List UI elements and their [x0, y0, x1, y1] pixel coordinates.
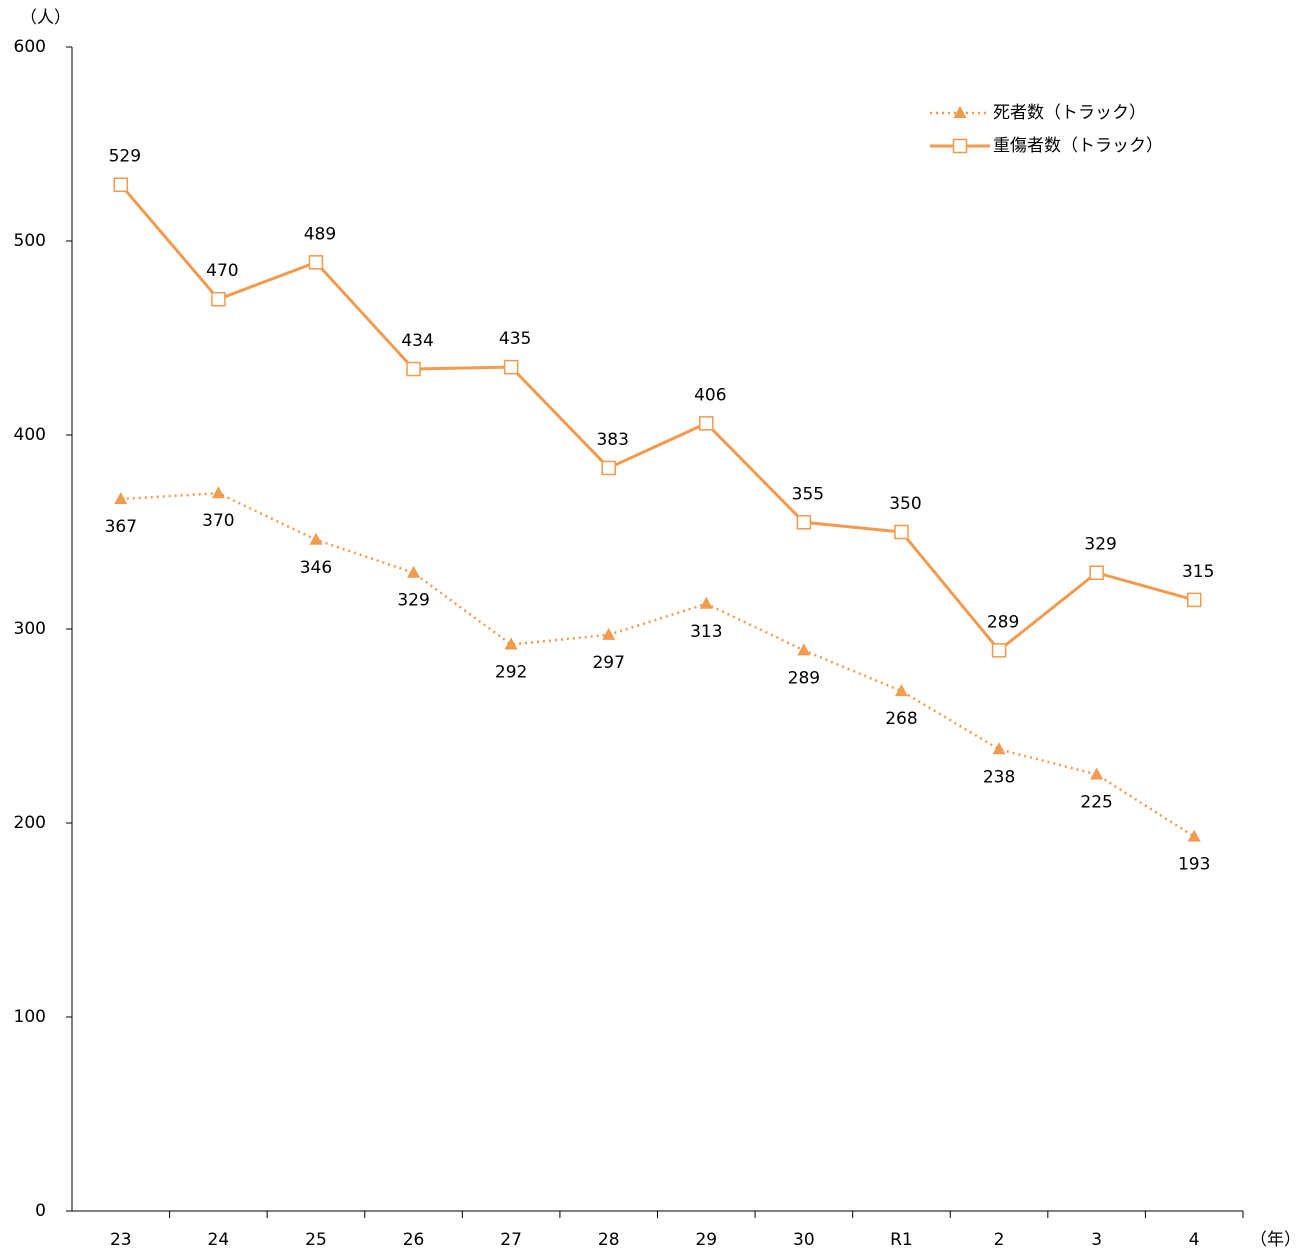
data-label: 529	[109, 147, 141, 167]
y-tick-label: 400	[14, 425, 46, 445]
data-point	[894, 524, 909, 540]
data-label: 470	[206, 261, 238, 281]
data-label: 289	[788, 668, 820, 688]
x-tick-label: 24	[208, 1230, 230, 1250]
data-label: 268	[885, 709, 917, 729]
data-point	[211, 486, 225, 499]
data-label: 355	[792, 484, 824, 504]
legend-marker	[952, 138, 968, 154]
x-tick-label: 27	[500, 1230, 522, 1250]
legend-label: 死者数（トラック）	[993, 103, 1146, 123]
data-point	[894, 684, 908, 697]
data-label: 489	[304, 224, 336, 244]
data-label: 238	[983, 767, 1015, 787]
data-label: 383	[596, 430, 628, 450]
data-label: 406	[694, 385, 726, 405]
data-label: 370	[202, 511, 234, 531]
data-label: 346	[300, 558, 332, 578]
data-label: 329	[397, 591, 429, 611]
data-label: 315	[1182, 562, 1214, 582]
x-tick-label: 28	[598, 1230, 620, 1250]
x-tick-label: 3	[1091, 1230, 1102, 1250]
data-point	[1186, 592, 1202, 608]
x-tick-label: 30	[793, 1230, 815, 1250]
data-point	[407, 565, 421, 578]
data-point	[211, 291, 226, 307]
x-tick-label: 23	[110, 1230, 132, 1250]
data-point	[504, 637, 518, 650]
data-label: 367	[105, 517, 137, 537]
data-label: 435	[499, 329, 531, 349]
y-tick-label: 200	[14, 813, 46, 833]
data-point	[113, 177, 129, 192]
data-point	[991, 643, 1007, 658]
y-tick-label: 0	[35, 1201, 46, 1221]
data-label: 434	[401, 331, 433, 351]
data-point	[797, 643, 811, 656]
x-axis-label: （年）	[1250, 1230, 1301, 1250]
data-point	[992, 742, 1006, 755]
data-label: 329	[1084, 535, 1116, 555]
x-tick-label: 2	[994, 1230, 1005, 1250]
data-point	[308, 255, 324, 270]
series-line	[120, 491, 1195, 838]
y-tick-label: 100	[14, 1007, 46, 1027]
data-point	[699, 596, 713, 609]
data-point	[1187, 829, 1201, 842]
legend-marker	[953, 106, 967, 118]
x-tick-label: R1	[890, 1230, 913, 1250]
data-point	[114, 492, 128, 505]
data-label: 289	[987, 612, 1019, 632]
data-point	[406, 361, 421, 377]
data-point	[796, 515, 812, 530]
data-point	[601, 460, 616, 476]
data-label: 193	[1178, 855, 1210, 875]
x-tick-label: 25	[305, 1230, 327, 1250]
data-point	[602, 627, 616, 640]
data-label: 350	[889, 494, 921, 514]
y-tick-label: 300	[14, 619, 46, 639]
data-label: 297	[592, 653, 624, 673]
data-label: 313	[690, 622, 722, 642]
y-axis-label: （人）	[20, 8, 71, 28]
data-point	[309, 532, 323, 545]
data-point	[503, 359, 519, 375]
data-label: 225	[1080, 793, 1112, 813]
data-point	[1090, 767, 1104, 780]
x-tick-label: 4	[1189, 1230, 1200, 1250]
data-point	[1089, 565, 1104, 580]
y-tick-label: 500	[14, 231, 46, 251]
x-tick-label: 26	[403, 1230, 425, 1250]
x-tick-label: 29	[695, 1230, 717, 1250]
legend-label: 重傷者数（トラック）	[993, 136, 1163, 156]
data-label: 292	[495, 663, 527, 683]
data-point	[699, 416, 714, 431]
series-line	[119, 183, 1195, 653]
y-tick-label: 600	[14, 37, 46, 57]
